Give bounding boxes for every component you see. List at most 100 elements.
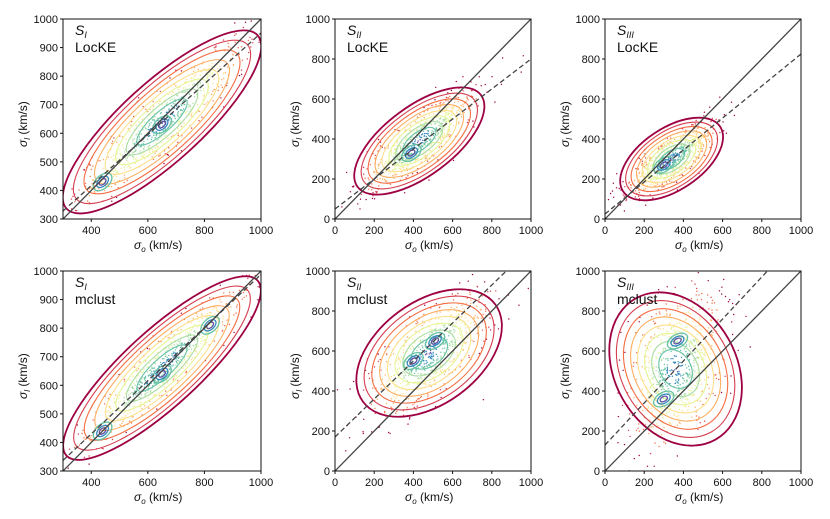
scatter-point xyxy=(447,100,449,102)
scatter-point xyxy=(724,375,726,377)
scatter-point xyxy=(393,144,395,147)
scatter-point xyxy=(730,392,732,394)
scatter-point xyxy=(659,313,661,315)
scatter-point xyxy=(133,151,135,154)
scatter-point xyxy=(177,132,179,135)
scatter-point xyxy=(135,124,137,126)
scatter-point xyxy=(195,74,197,76)
scatter-point xyxy=(148,362,150,365)
scatter-point xyxy=(241,59,244,61)
svg-text:σl (km/s): σl (km/s) xyxy=(558,353,574,399)
scatter-point xyxy=(406,389,408,392)
svg-text:σl (km/s): σl (km/s) xyxy=(558,101,574,147)
scatter-point xyxy=(684,319,686,321)
scatter-point xyxy=(180,362,183,365)
scatter-point xyxy=(124,405,126,407)
scatter-point xyxy=(417,131,419,134)
scatter-point xyxy=(418,146,420,148)
scatter-point xyxy=(257,299,259,301)
scatter-point xyxy=(462,90,464,92)
scatter-point xyxy=(415,368,417,370)
scatter-point xyxy=(154,380,156,382)
scatter-point xyxy=(91,183,93,185)
scatter-point xyxy=(665,412,668,414)
scatter-point xyxy=(470,299,472,301)
scatter-point xyxy=(114,169,117,172)
scatter-point xyxy=(729,299,731,301)
scatter-point xyxy=(245,295,248,297)
scatter-point xyxy=(194,343,197,346)
scatter-point xyxy=(176,343,178,345)
scatter-point xyxy=(404,339,406,342)
scatter-point xyxy=(369,164,371,166)
fit-line xyxy=(605,53,801,215)
scatter-point xyxy=(117,418,120,420)
scatter-point xyxy=(154,393,156,396)
scatter-point xyxy=(638,189,640,192)
scatter-point xyxy=(666,368,669,370)
scatter-point xyxy=(139,361,141,363)
scatter-point xyxy=(123,378,126,381)
scatter-point xyxy=(166,102,168,104)
scatter-point xyxy=(146,391,148,394)
scatter-point xyxy=(415,158,417,161)
scatter-point xyxy=(495,290,497,292)
scatter-point xyxy=(630,183,632,186)
scatter-point xyxy=(677,390,679,392)
axes-frame xyxy=(604,18,802,220)
scatter-point xyxy=(163,361,165,364)
scatter-point xyxy=(179,340,181,342)
scatter-point xyxy=(455,322,457,324)
scatter-point xyxy=(441,134,443,137)
scatter-point xyxy=(423,363,425,365)
scatter-point xyxy=(681,154,683,156)
fit-line xyxy=(335,271,508,438)
scatter-point xyxy=(138,138,141,141)
scatter-point xyxy=(682,388,684,390)
scatter-point xyxy=(133,366,136,368)
scatter-point xyxy=(403,154,405,156)
scatter-point xyxy=(681,409,683,412)
scatter-point xyxy=(412,404,414,406)
scatter-point xyxy=(236,304,238,306)
scatter-point xyxy=(117,186,119,189)
scatter-point xyxy=(701,390,704,392)
scatter-point xyxy=(443,353,445,355)
fit-line xyxy=(63,32,261,212)
scatter-point xyxy=(686,354,688,356)
scatter-point xyxy=(625,198,628,200)
scatter-point xyxy=(715,118,717,121)
scatter-point xyxy=(440,101,442,104)
scatter-point xyxy=(669,375,671,378)
scatter-point xyxy=(219,284,221,286)
scatter-point xyxy=(649,194,651,196)
y-tick-label: 400 xyxy=(40,437,58,449)
density-contour xyxy=(630,316,722,422)
scatter-point xyxy=(692,124,694,126)
scatter-point xyxy=(396,410,398,413)
scatter-point xyxy=(193,70,195,72)
scatter-point xyxy=(196,315,199,317)
scatter-point xyxy=(676,329,678,332)
scatter-point xyxy=(663,349,665,351)
scatter-point xyxy=(205,327,207,330)
scatter-point xyxy=(121,136,124,138)
scatter-point xyxy=(213,47,215,49)
scatter-point xyxy=(718,290,721,292)
scatter-point xyxy=(700,328,702,331)
scatter-point xyxy=(175,85,177,87)
scatter-point xyxy=(697,135,699,137)
scatter-point xyxy=(184,365,186,367)
scatter-point xyxy=(166,394,168,397)
scatter-point xyxy=(389,172,391,174)
scatter-point xyxy=(404,372,406,374)
scatter-point xyxy=(432,142,434,144)
scatter-point xyxy=(419,127,421,129)
identity-line xyxy=(63,271,261,471)
scatter-point xyxy=(89,164,91,166)
scatter-point xyxy=(694,371,696,373)
scatter-point xyxy=(645,204,647,206)
scatter-point xyxy=(408,370,410,372)
scatter-point xyxy=(146,371,149,373)
scatter-point xyxy=(173,344,175,346)
